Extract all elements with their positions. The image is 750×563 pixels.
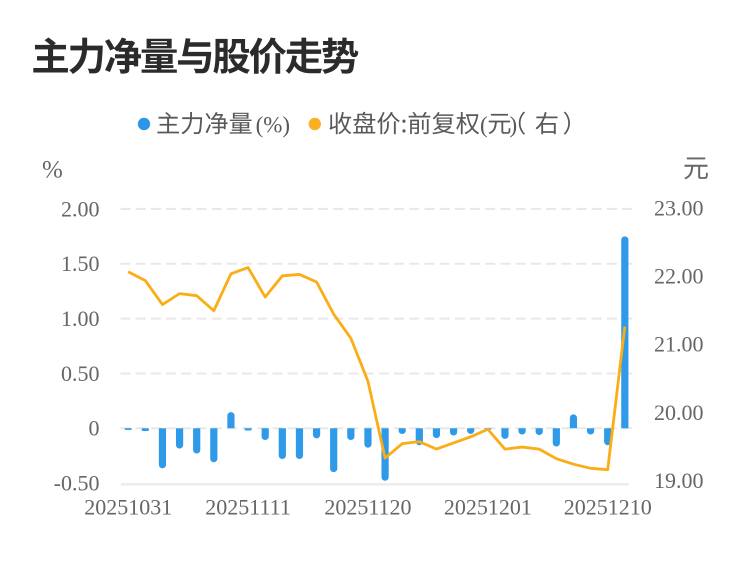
svg-text:20.00: 20.00 [654,400,704,425]
svg-text:-0.50: -0.50 [54,471,100,496]
svg-text:%: % [42,157,63,184]
svg-text:19.00: 19.00 [654,468,704,493]
svg-text:20251120: 20251120 [324,495,411,520]
svg-text:22.00: 22.00 [654,264,704,289]
svg-text:20251210: 20251210 [564,495,652,520]
svg-text:(%): (%) [256,112,290,137]
svg-text:): ) [510,112,518,137]
svg-text:2.00: 2.00 [61,196,100,221]
svg-text:20251201: 20251201 [444,495,532,520]
svg-text:20251111: 20251111 [205,495,291,520]
svg-text:21.00: 21.00 [654,332,704,357]
svg-text:1.00: 1.00 [61,306,100,331]
svg-text:(: ( [480,112,488,137]
svg-text:20251031: 20251031 [84,495,172,520]
svg-text:1.50: 1.50 [61,251,100,276]
svg-text:23.00: 23.00 [654,195,704,220]
svg-text:0: 0 [89,416,100,441]
svg-text:0.50: 0.50 [61,361,100,386]
